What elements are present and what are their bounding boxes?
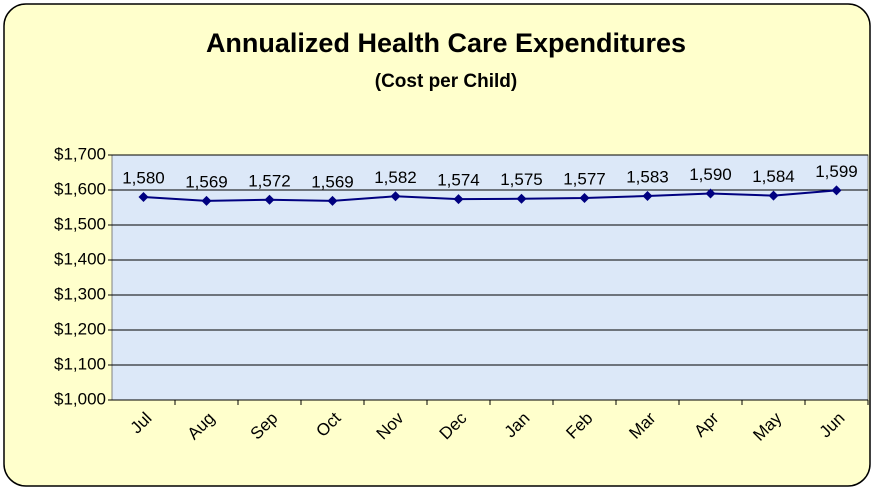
data-point [579,193,590,204]
data-point [138,192,149,202]
data-label: 1,572 [248,171,291,190]
y-tick-label: $1,700 [54,144,106,163]
data-label: 1,575 [500,170,543,189]
data-label: 1,580 [122,168,165,187]
data-point [831,185,842,196]
data-point [516,193,527,204]
data-point [642,190,653,201]
y-tick-label: $1,000 [54,389,106,408]
data-point [201,195,212,206]
data-point [264,194,275,205]
y-tick-label: $1,500 [54,214,106,233]
y-tick-label: $1,600 [54,179,106,198]
plot-area [111,154,869,401]
data-label: 1,569 [185,172,228,191]
y-tick-label: $1,300 [54,284,106,303]
data-label: 1,574 [437,171,480,190]
data-point [453,194,464,205]
data-label: 1,577 [563,170,606,189]
series-line [143,189,837,202]
data-point [327,195,338,206]
data-point [705,188,716,199]
data-label: 1,569 [311,172,354,191]
y-tick-label: $1,400 [54,249,106,268]
data-point [768,190,779,201]
data-label: 1,599 [815,162,858,181]
y-tick-label: $1,200 [54,319,106,338]
chart-title: Annualized Health Care Expenditures [206,28,686,58]
data-label: 1,583 [626,167,669,186]
data-label: 1,584 [752,167,795,186]
data-label: 1,590 [689,165,732,184]
data-label: 1,582 [374,168,417,187]
data-point [390,191,401,202]
chart-subtitle: (Cost per Child) [375,71,518,92]
y-tick-label: $1,100 [54,354,106,373]
